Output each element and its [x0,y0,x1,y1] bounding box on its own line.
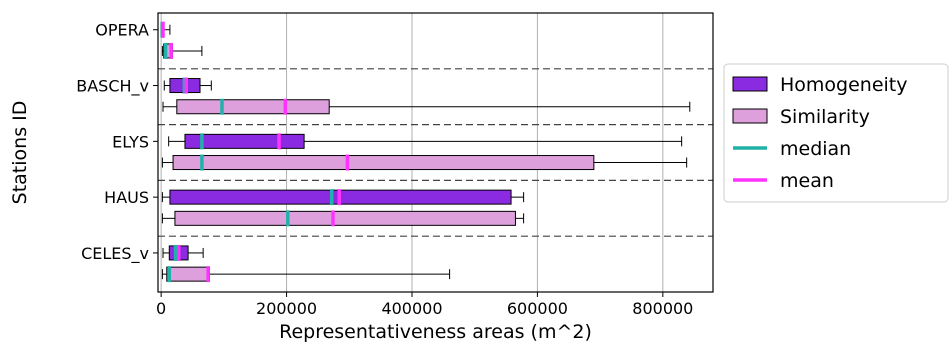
similarity-box [162,98,691,115]
homogeneity-box [163,77,212,94]
similarity-box [161,266,451,283]
homogeneity-box [162,244,204,261]
y-tick-label-station: BASCH_v [76,77,149,97]
plot-frame [157,12,714,293]
legend-swatch-homogeneity [732,76,768,92]
legend-label-similarity: Similarity [780,106,870,128]
x-tick-label: 200000 [256,299,317,318]
legend-frame [723,63,949,203]
legend: Homogeneity Similarity median mean [723,63,949,203]
y-axis-ticks: OPERA BASCH_v ELYS HAUS CELES_v [76,21,158,264]
station-group [161,244,451,283]
y-axis-title: Stations ID [9,101,31,205]
legend-swatch-similarity [732,108,768,124]
y-tick-label-station: OPERA [95,21,149,40]
x-tick-label: 0 [156,299,166,318]
x-axis-title: Representativeness areas (m^2) [279,321,592,343]
x-tick-label: 400000 [381,299,442,318]
boxes-layer [160,21,691,283]
y-tick-label-station: HAUS [104,188,149,207]
homogeneity-box [160,21,171,38]
similarity-box [161,154,688,171]
similarity-box [161,42,203,59]
similarity-box [161,210,525,227]
station-group [161,189,525,227]
legend-label-median: median [780,138,851,160]
similarity-iqr-rect [166,266,210,282]
station-group [161,133,688,171]
legend-label-homogeneity: Homogeneity [780,74,908,96]
y-tick-label-station: ELYS [112,132,149,151]
y-tick-label-station: CELES_v [81,244,149,264]
similarity-iqr-rect [172,155,595,171]
station-group [160,21,203,59]
homogeneity-box [168,133,683,150]
station-group [162,77,691,115]
x-tick-label: 800000 [632,299,693,318]
similarity-iqr-rect [176,99,330,115]
legend-label-mean: mean [780,170,834,192]
x-tick-label: 600000 [507,299,568,318]
x-axis-ticks: 0 200000 400000 600000 800000 [156,292,693,318]
homogeneity-iqr-rect [184,133,305,149]
homogeneity-box [161,189,525,206]
station-separators [158,68,713,237]
similarity-iqr-rect [174,210,516,226]
grid-layer [160,13,664,292]
